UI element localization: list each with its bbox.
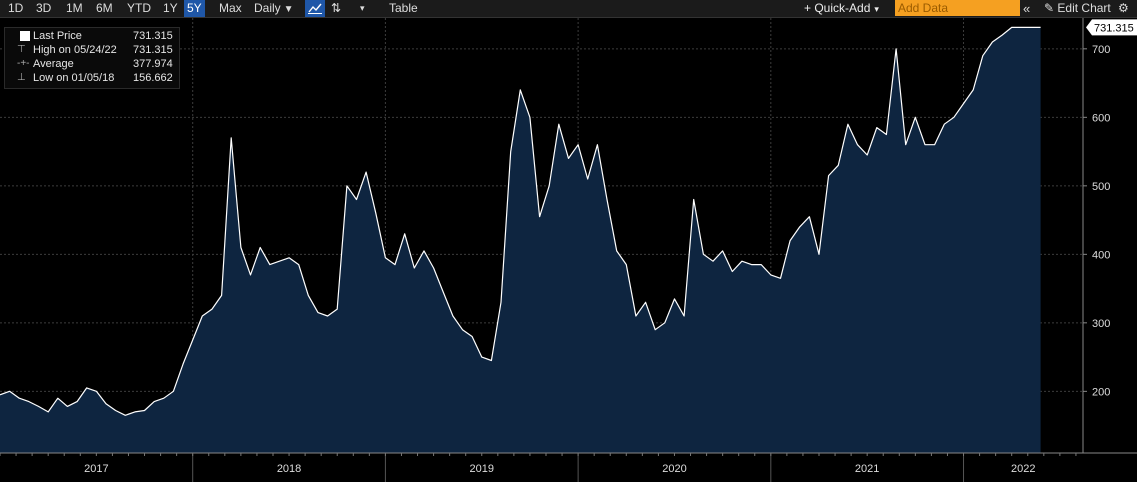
price-area-fill: [0, 27, 1041, 454]
x-tick-label: 2017: [84, 463, 108, 475]
y-tick-label: 600: [1092, 112, 1110, 124]
double-chevron-left-icon: «: [1023, 1, 1031, 16]
x-tick-label: 2021: [855, 463, 879, 475]
legend-average: -+- Average 377.974: [5, 57, 179, 71]
range-1d-button[interactable]: 1D: [8, 1, 24, 15]
quick-add-button[interactable]: + Quick-Add ▾: [804, 0, 879, 17]
table-button[interactable]: Table: [389, 1, 418, 15]
bar-chart-icon: ⇅: [331, 1, 342, 15]
edit-chart-label: Edit Chart: [1057, 1, 1111, 15]
range-1y-button[interactable]: 1Y: [163, 1, 178, 15]
legend-last-price-value: 731.315: [133, 30, 173, 42]
legend-high-label: High on 05/24/22: [33, 44, 117, 56]
range-3d-button[interactable]: 3D: [36, 1, 52, 15]
y-tick-label: 300: [1092, 318, 1110, 330]
line-chart-icon: [308, 3, 322, 14]
add-data-input[interactable]: [895, 0, 1020, 16]
x-tick-label: 2018: [277, 463, 301, 475]
range-1m-button[interactable]: 1M: [66, 1, 83, 15]
range-5y-button[interactable]: 5Y: [184, 0, 205, 17]
frequency-label: Daily: [254, 1, 281, 15]
caret-down-icon: ▾: [874, 4, 879, 14]
legend-last-price-label: Last Price: [33, 30, 82, 42]
y-tick-label: 400: [1092, 249, 1110, 261]
y-axis-ticks: 200 300 400 500 600 700: [1083, 44, 1110, 398]
legend-low-label: Low on 01/05/18: [33, 72, 115, 84]
x-tick-label: 2019: [470, 463, 494, 475]
collapse-toolbar-button[interactable]: «: [1023, 0, 1030, 17]
low-marker-icon: ⊥: [17, 72, 26, 83]
price-legend: Last Price 731.315 ⊤ High on 05/24/22 73…: [4, 27, 180, 89]
line-chart-type-button[interactable]: [305, 0, 325, 17]
x-tick-label: 2020: [662, 463, 686, 475]
high-marker-icon: ⊤: [17, 44, 26, 55]
y-tick-label: 700: [1092, 44, 1110, 56]
caret-down-icon: ▾: [360, 3, 365, 13]
pencil-icon: ✎: [1044, 1, 1055, 15]
last-price-swatch: [20, 31, 30, 41]
legend-last-price: Last Price 731.315: [5, 29, 179, 43]
caret-down-icon: ▼: [283, 4, 294, 15]
legend-low: ⊥ Low on 01/05/18 156.662: [5, 71, 179, 85]
chart-type-dropdown[interactable]: ▾: [360, 0, 365, 17]
x-tick-label: 2022: [1011, 463, 1035, 475]
bar-chart-type-button[interactable]: ⇅: [331, 0, 341, 17]
legend-low-value: 156.662: [133, 72, 173, 84]
last-price-badge: 731.315: [1086, 19, 1137, 36]
range-ytd-button[interactable]: YTD: [127, 1, 151, 15]
legend-high-value: 731.315: [133, 44, 173, 56]
y-tick-label: 200: [1092, 386, 1110, 398]
last-price-badge-label: 731.315: [1094, 22, 1134, 34]
range-max-button[interactable]: Max: [219, 1, 242, 15]
price-line: [0, 26, 1041, 416]
range-6m-button[interactable]: 6M: [96, 1, 113, 15]
settings-button[interactable]: ⚙: [1118, 0, 1129, 17]
average-marker-icon: -+-: [17, 58, 30, 69]
frequency-select[interactable]: Daily ▼: [254, 0, 294, 17]
legend-average-label: Average: [33, 58, 74, 70]
y-tick-label: 500: [1092, 181, 1110, 193]
legend-high: ⊤ High on 05/24/22 731.315: [5, 43, 179, 57]
edit-chart-button[interactable]: ✎ Edit Chart: [1044, 0, 1111, 17]
x-axis-ticks: 2017 2018 2019 2020 2021 2022: [0, 453, 1077, 482]
chart-toolbar: 1D 3D 1M 6M YTD 1Y 5Y Max Daily ▼ ⇅ ▾ Tab…: [0, 0, 1137, 18]
quick-add-label: + Quick-Add: [804, 1, 871, 15]
gear-icon: ⚙: [1118, 1, 1129, 15]
legend-average-value: 377.974: [133, 58, 173, 70]
